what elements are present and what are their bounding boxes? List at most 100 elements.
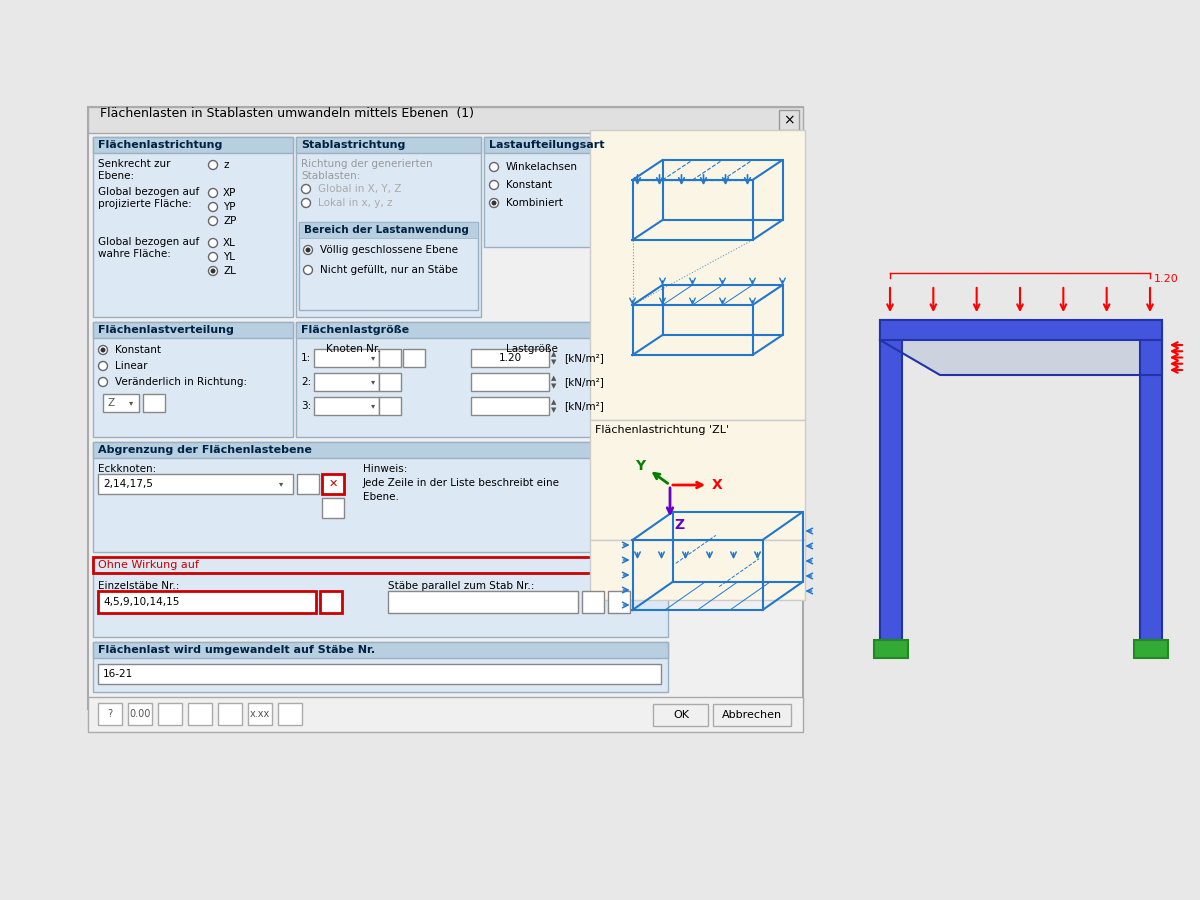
Bar — [94, 557, 668, 573]
Bar — [590, 130, 805, 420]
Bar — [128, 703, 152, 725]
Text: Nicht gefüllt, nur an Stäbe: Nicht gefüllt, nur an Stäbe — [320, 265, 458, 275]
Bar — [98, 474, 293, 494]
Bar — [296, 322, 671, 437]
Bar — [299, 222, 478, 238]
Text: 4,5,9,10,14,15: 4,5,9,10,14,15 — [103, 597, 179, 607]
Bar — [299, 222, 478, 310]
Text: Richtung der generierten: Richtung der generierten — [301, 159, 433, 169]
Bar — [314, 349, 379, 367]
Text: Flächenlastrichtung: Flächenlastrichtung — [98, 140, 222, 150]
Bar — [1140, 320, 1162, 640]
Bar — [188, 703, 212, 725]
Text: Jede Zeile in der Liste beschreibt eine: Jede Zeile in der Liste beschreibt eine — [364, 478, 560, 488]
Text: Flächenlastgröße: Flächenlastgröße — [301, 325, 409, 335]
Bar — [94, 442, 668, 552]
Bar — [98, 703, 122, 725]
Text: X: X — [712, 478, 722, 492]
Text: 1:: 1: — [301, 353, 311, 363]
Circle shape — [210, 268, 216, 274]
Bar — [314, 397, 379, 415]
Text: z: z — [223, 160, 228, 170]
Text: Winkelachsen: Winkelachsen — [506, 162, 578, 172]
Text: OK: OK — [673, 710, 689, 720]
Text: Global bezogen auf: Global bezogen auf — [98, 187, 199, 197]
Bar — [296, 137, 481, 153]
Bar — [88, 107, 803, 709]
Text: Flächenlastrichtung 'ZL': Flächenlastrichtung 'ZL' — [595, 425, 730, 435]
Circle shape — [301, 199, 311, 208]
Text: Y: Y — [635, 459, 646, 472]
Text: Konstant: Konstant — [115, 345, 161, 355]
Circle shape — [490, 199, 498, 208]
Bar — [158, 703, 182, 725]
Text: ▾: ▾ — [371, 377, 376, 386]
Bar — [94, 322, 293, 338]
Circle shape — [98, 346, 108, 355]
Text: Knoten Nr.: Knoten Nr. — [326, 344, 380, 354]
Circle shape — [209, 160, 217, 169]
Bar — [470, 349, 550, 367]
Text: Senkrecht zur: Senkrecht zur — [98, 159, 170, 169]
Circle shape — [301, 184, 311, 194]
Bar — [880, 320, 902, 640]
Text: XP: XP — [223, 188, 236, 198]
Text: projizierte Fläche:: projizierte Fläche: — [98, 199, 192, 209]
Bar — [653, 704, 708, 726]
Bar — [322, 498, 344, 518]
Circle shape — [209, 253, 217, 262]
Bar — [94, 322, 293, 437]
Text: Z: Z — [107, 398, 114, 408]
Bar — [94, 137, 293, 153]
Bar — [94, 137, 293, 317]
Text: [kN/m²]: [kN/m²] — [564, 377, 604, 387]
Bar — [248, 703, 272, 725]
Text: ▼: ▼ — [551, 359, 557, 365]
Text: Global in X, Y, Z: Global in X, Y, Z — [318, 184, 401, 194]
Bar — [874, 640, 908, 658]
Text: 2:: 2: — [301, 377, 311, 387]
Text: Konstant: Konstant — [506, 180, 552, 190]
Polygon shape — [880, 340, 1162, 375]
Bar — [94, 642, 668, 658]
Circle shape — [101, 347, 106, 353]
Text: wahre Fläche:: wahre Fläche: — [98, 249, 170, 259]
Text: [kN/m²]: [kN/m²] — [564, 401, 604, 411]
Text: Stäbe parallel zum Stab Nr.:: Stäbe parallel zum Stab Nr.: — [388, 581, 534, 591]
Text: Z: Z — [674, 518, 684, 532]
Bar — [403, 349, 425, 367]
Bar — [143, 394, 166, 412]
Text: Einzelstäbe Nr.:: Einzelstäbe Nr.: — [98, 581, 179, 591]
Bar — [713, 704, 791, 726]
Bar — [296, 137, 481, 317]
Text: ▾: ▾ — [371, 401, 376, 410]
Text: Ohne Wirkung auf: Ohne Wirkung auf — [98, 560, 199, 570]
Bar — [94, 442, 668, 458]
Bar — [484, 137, 674, 153]
Bar — [278, 703, 302, 725]
Circle shape — [209, 217, 217, 226]
Circle shape — [306, 248, 311, 253]
Bar — [880, 320, 1162, 340]
Bar — [608, 591, 630, 613]
Text: YL: YL — [223, 252, 235, 262]
Bar — [779, 110, 799, 130]
Bar — [388, 591, 578, 613]
Text: Flächenlastverteilung: Flächenlastverteilung — [98, 325, 234, 335]
Text: XL: XL — [223, 238, 236, 248]
Text: ▾: ▾ — [371, 354, 376, 363]
Bar — [590, 420, 805, 540]
Circle shape — [492, 201, 497, 205]
Bar — [379, 397, 401, 415]
Text: Lastgröße: Lastgröße — [506, 344, 558, 354]
Circle shape — [304, 246, 312, 255]
Circle shape — [209, 202, 217, 211]
Circle shape — [304, 266, 312, 274]
Text: ▲: ▲ — [551, 375, 557, 381]
Text: 16-21: 16-21 — [103, 669, 133, 679]
Bar — [320, 591, 342, 613]
Bar — [484, 137, 674, 247]
Text: ×: × — [784, 113, 794, 127]
Bar — [94, 557, 668, 637]
Text: Abbrechen: Abbrechen — [722, 710, 782, 720]
